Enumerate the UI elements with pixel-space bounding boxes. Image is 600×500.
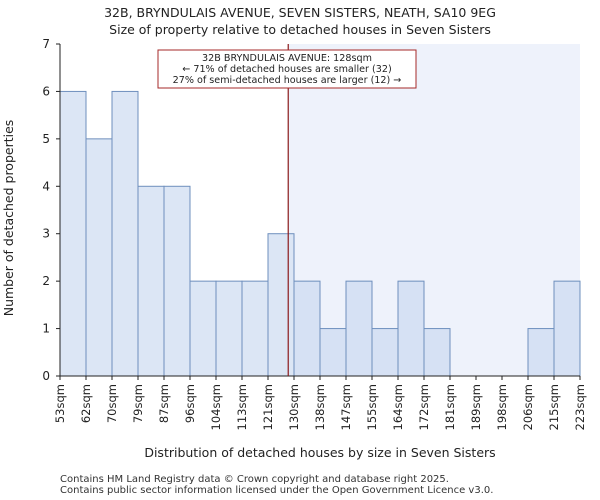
x-tick-label: 138sqm [313,384,327,430]
histogram-bar [527,328,555,377]
x-tick-label: 172sqm [417,384,431,430]
histogram-bar [215,280,243,377]
x-tick-label: 96sqm [183,384,197,423]
histogram-bar [137,185,165,377]
y-tick-label: 5 [42,132,50,146]
annotation-box [157,49,417,89]
histogram-bar [319,328,347,377]
x-tick-label: 130sqm [287,384,301,430]
x-axis-label: Distribution of detached houses by size … [144,445,495,460]
y-tick-label: 3 [42,227,50,241]
annotation-smaller: ← 71% of detached houses are smaller (32… [182,64,391,75]
x-tick-label: 164sqm [391,384,405,430]
x-tick-label: 155sqm [365,384,379,430]
histogram-bar [267,233,295,377]
chart-title: Size of property relative to detached ho… [109,22,491,37]
x-tick-label: 223sqm [573,384,587,430]
y-tick-label: 0 [42,369,50,383]
histogram-bar [85,138,113,377]
histogram-bar [163,185,191,377]
x-tick-label: 87sqm [157,384,171,423]
histogram-bar [345,280,373,377]
histogram-bar [397,280,425,377]
annotation-title: 32B BRYNDULAIS AVENUE: 128sqm [202,53,372,64]
x-tick-label: 215sqm [547,384,561,430]
x-tick-label: 113sqm [235,384,249,430]
larger-region-shade [288,44,580,376]
y-tick-label: 6 [42,84,50,98]
histogram-bar [423,328,451,377]
histogram-bar [241,280,269,377]
histogram-bar [553,280,581,377]
x-tick-label: 79sqm [131,384,145,423]
y-tick-label: 2 [42,274,50,288]
x-tick-label: 206sqm [521,384,535,430]
x-tick-label: 62sqm [79,384,93,423]
footer-copyright: Contains HM Land Registry data © Crown c… [60,474,449,485]
x-tick-label: 181sqm [443,384,457,430]
histogram-bar [111,90,139,377]
annotation-larger: 27% of semi-detached houses are larger (… [173,75,402,86]
histogram-bar [293,280,321,377]
x-tick-label: 147sqm [339,384,353,430]
x-tick-label: 53sqm [53,384,67,423]
histogram-bar [59,90,87,377]
x-tick-label: 189sqm [469,384,483,430]
histogram-bar [371,328,399,377]
y-tick-label: 1 [42,322,50,336]
x-tick-label: 121sqm [261,384,275,430]
x-tick-label: 104sqm [209,384,223,430]
y-axis-label: Number of detached properties [1,120,16,317]
histogram-bar [189,280,217,377]
y-tick-label: 7 [42,37,50,51]
footer-licence: Contains public sector information licen… [60,485,494,496]
x-tick-label: 70sqm [105,384,119,423]
chart-title-address: 32B, BRYNDULAIS AVENUE, SEVEN SISTERS, N… [104,5,496,20]
y-tick-label: 4 [42,179,50,193]
x-tick-label: 198sqm [495,384,509,430]
